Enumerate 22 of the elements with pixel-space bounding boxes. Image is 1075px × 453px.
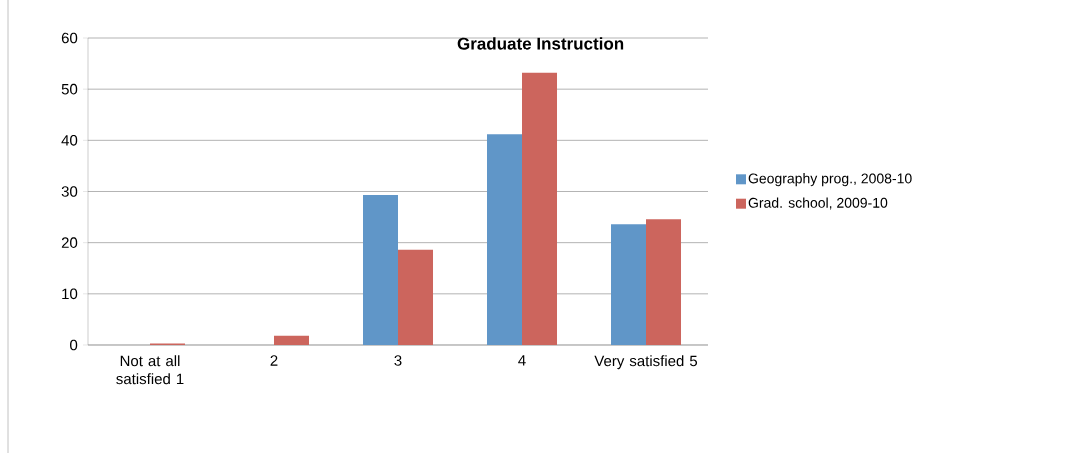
bar [274, 335, 310, 345]
chart-title: Graduate Instruction [457, 37, 624, 50]
x-tick-label: Very satisfied 5 [594, 355, 698, 370]
y-tick-label: 50 [61, 83, 78, 95]
bar [398, 249, 434, 345]
bar [522, 72, 557, 345]
legend-label: Grad. school, 2009-10 [748, 197, 888, 210]
y-tick-label: 10 [62, 288, 78, 300]
bar [646, 219, 682, 345]
x-tick-label: 2 [270, 355, 278, 366]
y-tick-label: 60 [61, 32, 78, 44]
y-tick-label: 40 [61, 135, 78, 146]
bar [363, 195, 399, 345]
bar [487, 134, 523, 345]
x-tick-label: 3 [394, 355, 402, 366]
x-tick-label: 4 [518, 355, 526, 366]
y-tick-label: 20 [61, 237, 78, 248]
y-tick-label: 0 [70, 339, 78, 351]
x-tick-label: Not at all satisfied 1 [116, 355, 184, 385]
legend-label: Geography prog., 2008-10 [748, 173, 912, 187]
bar [611, 224, 646, 345]
y-tick-label: 30 [61, 186, 78, 197]
